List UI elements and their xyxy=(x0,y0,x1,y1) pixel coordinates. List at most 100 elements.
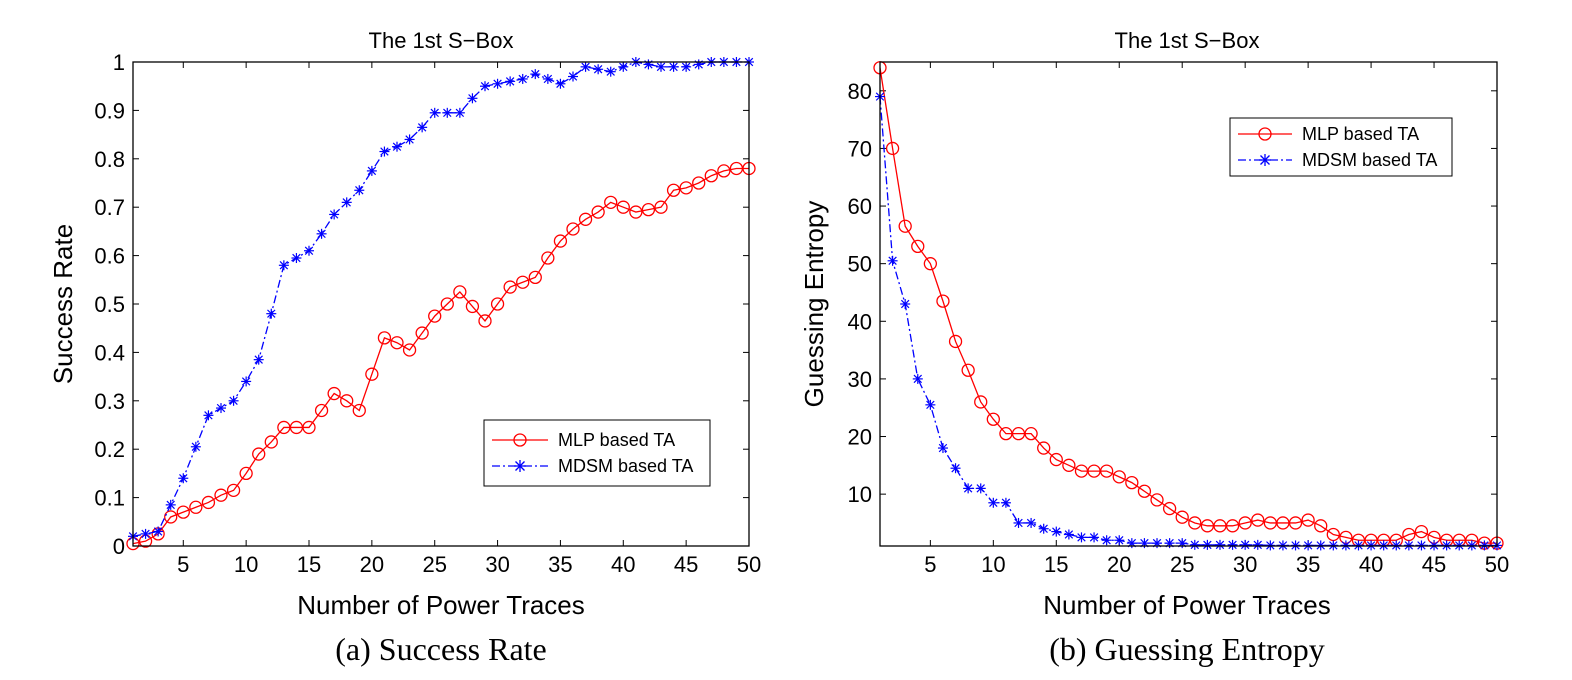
chart-a-mlp-point xyxy=(176,505,190,519)
chart-a-mlp-point xyxy=(553,234,568,248)
chart-b-mdsm-point xyxy=(1252,539,1263,550)
chart-a-mlp-line xyxy=(132,167,749,545)
chart-b-mdsm-point xyxy=(937,443,948,454)
chart-b-mdsm-point xyxy=(963,483,974,494)
chart-a-ytick-label: 0.1 xyxy=(94,486,125,511)
chart-b-mdsm-point xyxy=(900,299,911,309)
chart-b-mdsm-point xyxy=(988,497,999,508)
chart-b-mlp-point xyxy=(1225,519,1240,533)
chart-a-mlp-point xyxy=(566,222,580,236)
chart-a-legend-box xyxy=(483,419,711,487)
chart-b-ylabel: Guessing Entropy xyxy=(799,201,829,408)
chart-b-mdsm-point xyxy=(925,399,936,410)
chart-b-mlp-point xyxy=(1188,516,1202,530)
chart-a-mlp-point xyxy=(365,367,379,381)
chart-b-mdsm-point xyxy=(887,255,898,266)
chart-a-title: The 1st S−Box xyxy=(369,28,514,53)
chart-b-mlp-point xyxy=(936,294,950,308)
chart-a-mdsm-point xyxy=(278,260,289,271)
legend-a-mdsm-label: MDSM based TA xyxy=(558,456,693,476)
chart-b-mlp-point xyxy=(1062,458,1076,472)
chart-a-mdsm-point xyxy=(291,253,302,264)
chart-a-mdsm-point xyxy=(379,146,390,157)
chart-b-xtick-label: 30 xyxy=(1233,552,1257,577)
chart-b-mlp-point xyxy=(1125,475,1139,490)
chart-b-mlp-point xyxy=(923,257,938,271)
chart-a-mlp-point xyxy=(453,285,467,299)
chart-a-caption: (a) Success Rate xyxy=(335,631,546,667)
chart-a-ytick-label: 0.3 xyxy=(94,389,125,414)
chart-a-xtick-label: 40 xyxy=(611,552,635,577)
guessing-entropy-panel: The 1st S−Box Number of Power Traces Gue… xyxy=(799,28,1509,667)
chart-a-mlp-point xyxy=(503,280,517,294)
chart-a-ylabel: Success Rate xyxy=(48,224,78,384)
chart-a-mlp-point xyxy=(189,500,203,514)
chart-a-mlp-point xyxy=(528,270,542,285)
chart-a-mdsm-point xyxy=(693,59,704,70)
chart-a-mlp-point xyxy=(252,447,266,461)
legend-a-mdsm-marker xyxy=(514,460,526,472)
chart-a-mlp-point xyxy=(302,420,316,435)
chart-a-mdsm-point xyxy=(354,185,365,196)
chart-a-mlp-point xyxy=(478,314,492,328)
chart-b-mlp-point xyxy=(1137,484,1152,498)
chart-a-mdsm-point xyxy=(341,197,352,208)
chart-a-mlp-point xyxy=(327,386,341,401)
chart-a-mlp-point xyxy=(692,176,706,190)
chart-b-mdsm-point xyxy=(1063,529,1074,540)
chart-b-mdsm-point xyxy=(1038,523,1049,534)
chart-b-mlp-point xyxy=(1100,464,1114,478)
chart-a-mlp-point xyxy=(214,488,228,502)
chart-b-mdsm-point xyxy=(1013,517,1024,528)
chart-a-xtick-label: 35 xyxy=(548,552,572,577)
chart-a-mdsm-point xyxy=(329,209,340,220)
chart-b-mdsm-point xyxy=(1189,539,1200,550)
chart-b-mlp-point xyxy=(948,334,963,349)
chart-a-mlp-point xyxy=(402,343,417,357)
chart-b-ytick-label: 80 xyxy=(848,79,872,104)
chart-a-mdsm-point xyxy=(266,308,277,319)
chart-a-xlabel: Number of Power Traces xyxy=(297,590,585,620)
chart-a-mlp-point xyxy=(541,251,555,265)
chart-a-mdsm-point xyxy=(304,245,314,256)
chart-a-xtick-label: 5 xyxy=(177,552,189,577)
chart-b-mlp-line xyxy=(879,67,1497,544)
chart-a-mlp-point xyxy=(666,183,681,197)
chart-b-xtick-label: 25 xyxy=(1170,552,1194,577)
chart-a-mlp-point xyxy=(239,466,253,481)
chart-b-ticks: 5 10 15 20 25 30 35 40 45 50 10 20 30 40 50 60 70 80 xyxy=(848,62,1509,577)
chart-a-mdsm-point xyxy=(593,64,604,75)
chart-a-mlp-point xyxy=(641,202,656,217)
chart-b-mdsm-point xyxy=(1214,539,1225,550)
chart-a-mdsm-point xyxy=(404,134,415,145)
chart-b-xtick-label: 45 xyxy=(1422,552,1446,577)
chart-a-ytick-label: 0.6 xyxy=(94,244,125,269)
chart-a-mlp-point xyxy=(490,297,505,311)
chart-b-mdsm-point xyxy=(1051,526,1062,537)
chart-a-mdsm-point xyxy=(517,73,528,84)
chart-a-ytick-label: 0.8 xyxy=(94,147,125,172)
chart-a-xtick-label: 30 xyxy=(485,552,509,577)
chart-b-mdsm-point xyxy=(1240,539,1251,550)
chart-a-xtick-label: 15 xyxy=(297,552,321,577)
chart-b-ytick-label: 10 xyxy=(848,482,872,507)
legend-b-mlp-marker xyxy=(1258,127,1272,141)
legend-b-mdsm-marker xyxy=(1259,154,1271,166)
chart-a-mlp-point xyxy=(516,275,530,289)
chart-b-mdsm-point xyxy=(1089,532,1100,543)
chart-a-mdsm-point xyxy=(505,76,516,87)
chart-a-mlp-point xyxy=(226,483,241,497)
chart-b-mdsm-point xyxy=(1026,517,1037,528)
chart-b-mlp-point xyxy=(1251,513,1265,527)
chart-a-ytick-label: 0.9 xyxy=(94,98,125,123)
chart-a-mlp-point xyxy=(604,195,618,210)
chart-a-mdsm-point xyxy=(668,61,679,72)
chart-b-xtick-label: 40 xyxy=(1359,552,1383,577)
chart-a-mdsm-point xyxy=(454,107,465,118)
chart-a-xtick-label: 20 xyxy=(360,552,384,577)
chart-a-mlp-point xyxy=(591,205,605,219)
chart-a-mdsm-point xyxy=(605,66,616,77)
chart-a-mlp-point xyxy=(314,403,329,418)
chart-a-mlp-point xyxy=(415,326,429,340)
chart-a-mdsm-point xyxy=(467,93,478,104)
